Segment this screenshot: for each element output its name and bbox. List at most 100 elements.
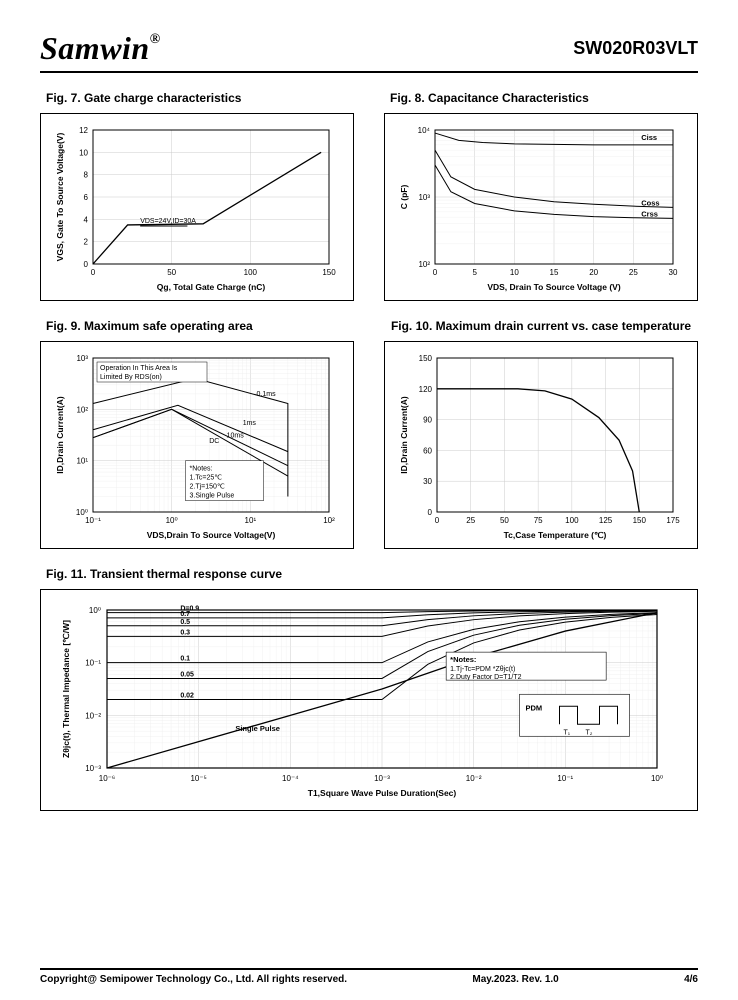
svg-text:15: 15 [550,268,559,277]
svg-text:25: 25 [466,516,475,525]
svg-text:0.1ms: 0.1ms [257,391,277,398]
svg-text:*Notes:: *Notes: [450,655,476,664]
svg-text:150: 150 [322,268,336,277]
svg-text:3.Single Pulse: 3.Single Pulse [190,493,235,500]
svg-text:ID,Drain Current(A): ID,Drain Current(A) [399,396,409,474]
svg-text:10⁻³: 10⁻³ [85,764,101,773]
svg-text:10: 10 [79,148,88,157]
svg-text:10: 10 [510,268,519,277]
svg-text:6: 6 [84,193,89,202]
svg-text:T₂: T₂ [586,729,593,736]
svg-text:20: 20 [589,268,598,277]
svg-text:Zθjc(t), Thermal Impedance [℃/: Zθjc(t), Thermal Impedance [℃/W] [61,620,71,758]
svg-text:10⁴: 10⁴ [418,126,431,135]
svg-text:Limited By RDS(on): Limited By RDS(on) [100,374,162,381]
svg-text:120: 120 [419,385,433,394]
svg-text:VDS,Drain To Source Voltage(V): VDS,Drain To Source Voltage(V) [147,530,276,540]
fig7-chart: 050100150024681012VDS=24V,ID=30AQg, Tota… [40,113,354,301]
svg-text:10⁻¹: 10⁻¹ [85,659,101,668]
svg-text:10ms: 10ms [227,433,245,440]
svg-text:Operation In This Area Is: Operation In This Area Is [100,365,178,372]
svg-text:DC: DC [209,438,219,445]
svg-text:2.Tj=150℃: 2.Tj=150℃ [190,484,225,491]
svg-text:Qg, Total Gate Charge (nC): Qg, Total Gate Charge (nC) [157,282,266,292]
svg-text:125: 125 [599,516,613,525]
svg-text:175: 175 [666,516,680,525]
brand-text: Samwin [40,30,150,66]
svg-text:10⁻³: 10⁻³ [374,774,390,783]
copyright-text: Copyright@ Semipower Technology Co., Ltd… [40,974,347,985]
svg-text:10³: 10³ [76,354,88,363]
fig10-chart: 02550751001251501750306090120150Tc,Case … [384,341,698,549]
figure-9: Fig. 9. Maximum safe operating area 10⁻¹… [40,319,354,549]
figure-11: Fig. 11. Transient thermal response curv… [40,567,698,811]
svg-text:0: 0 [435,516,440,525]
svg-text:0.5: 0.5 [180,619,190,626]
figure-7: Fig. 7. Gate charge characteristics 0 50 1… [40,91,354,301]
svg-text:0.02: 0.02 [180,693,194,700]
svg-text:10⁻²: 10⁻² [85,711,101,720]
fig11-title: Fig. 11. Transient thermal response curv… [40,567,698,581]
svg-text:Tc,Case Temperature (℃): Tc,Case Temperature (℃) [504,530,607,540]
svg-text:10⁰: 10⁰ [651,774,663,783]
svg-text:30: 30 [423,477,432,486]
svg-text:75: 75 [534,516,543,525]
svg-text:Crss: Crss [641,209,658,218]
svg-text:10⁰: 10⁰ [89,606,101,615]
revision-date: May.2023. Rev. 1.0 [472,974,558,985]
registered-mark: ® [150,32,161,47]
svg-text:10¹: 10¹ [245,516,257,525]
fig11-chart: 10⁻⁶10⁻⁵10⁻⁴10⁻³10⁻²10⁻¹10⁰10⁻³10⁻²10⁻¹1… [40,589,698,811]
svg-text:1ms: 1ms [243,420,257,427]
fig7-title: Fig. 7. Gate charge characteristics [40,91,354,105]
svg-text:2.Duty Factor D=T1/T2: 2.Duty Factor D=T1/T2 [450,674,521,681]
svg-text:5: 5 [472,268,477,277]
svg-text:0.7: 0.7 [180,611,190,618]
fig9-title: Fig. 9. Maximum safe operating area [40,319,354,333]
svg-text:10⁻⁵: 10⁻⁵ [190,774,206,783]
svg-text:ID,Drain Current(A): ID,Drain Current(A) [55,396,65,474]
svg-text:0: 0 [91,268,96,277]
svg-text:T1,Square Wave Pulse Duration(: T1,Square Wave Pulse Duration(Sec) [308,788,457,798]
svg-text:10⁰: 10⁰ [166,516,178,525]
svg-text:4: 4 [84,215,89,224]
svg-text:8: 8 [84,171,89,180]
svg-text:10²: 10² [323,516,335,525]
fig9-chart: 10⁻¹10⁰10¹10²10⁰10¹10²10³0.1ms1ms10msDCO… [40,341,354,549]
svg-text:10¹: 10¹ [76,457,88,466]
svg-text:1.Tc=25℃: 1.Tc=25℃ [190,475,223,482]
svg-text:100: 100 [244,268,258,277]
fig10-title: Fig. 10. Maximum drain current vs. case … [384,319,698,333]
svg-text:*Notes:: *Notes: [190,466,213,473]
svg-text:C (pF): C (pF) [399,185,409,210]
svg-text:10⁰: 10⁰ [76,508,88,517]
svg-text:60: 60 [423,446,432,455]
svg-text:VDS, Drain To Source Voltage (: VDS, Drain To Source Voltage (V) [487,282,621,292]
page-number: 4/6 [684,974,698,985]
fig8-chart: 05101520253010²10³10⁴CissCossCrssVDS, Dr… [384,113,698,301]
svg-text:0.3: 0.3 [180,629,190,636]
svg-text:10⁻⁶: 10⁻⁶ [99,774,115,783]
svg-text:150: 150 [419,354,433,363]
svg-text:10²: 10² [418,260,430,269]
svg-text:Coss: Coss [641,198,659,207]
svg-text:10⁻¹: 10⁻¹ [557,774,573,783]
svg-text:10³: 10³ [418,193,430,202]
svg-text:T₁: T₁ [564,729,571,736]
page-footer: Copyright@ Semipower Technology Co., Ltd… [40,968,698,985]
svg-text:10⁻²: 10⁻² [466,774,482,783]
svg-text:0.05: 0.05 [180,671,194,678]
svg-text:50: 50 [167,268,176,277]
svg-text:150: 150 [633,516,647,525]
svg-text:0.1: 0.1 [180,656,190,663]
svg-text:VGS, Gate To Source Voltage(V): VGS, Gate To Source Voltage(V) [55,133,65,262]
svg-text:10⁻¹: 10⁻¹ [85,516,101,525]
svg-text:10²: 10² [76,405,88,414]
svg-text:100: 100 [565,516,579,525]
svg-text:Ciss: Ciss [641,133,657,142]
svg-text:30: 30 [669,268,678,277]
fig8-title: Fig. 8. Capacitance Characteristics [384,91,698,105]
svg-text:VDS=24V,ID=30A: VDS=24V,ID=30A [140,218,196,225]
svg-text:25: 25 [629,268,638,277]
part-number: SW020R03VLT [573,38,698,59]
